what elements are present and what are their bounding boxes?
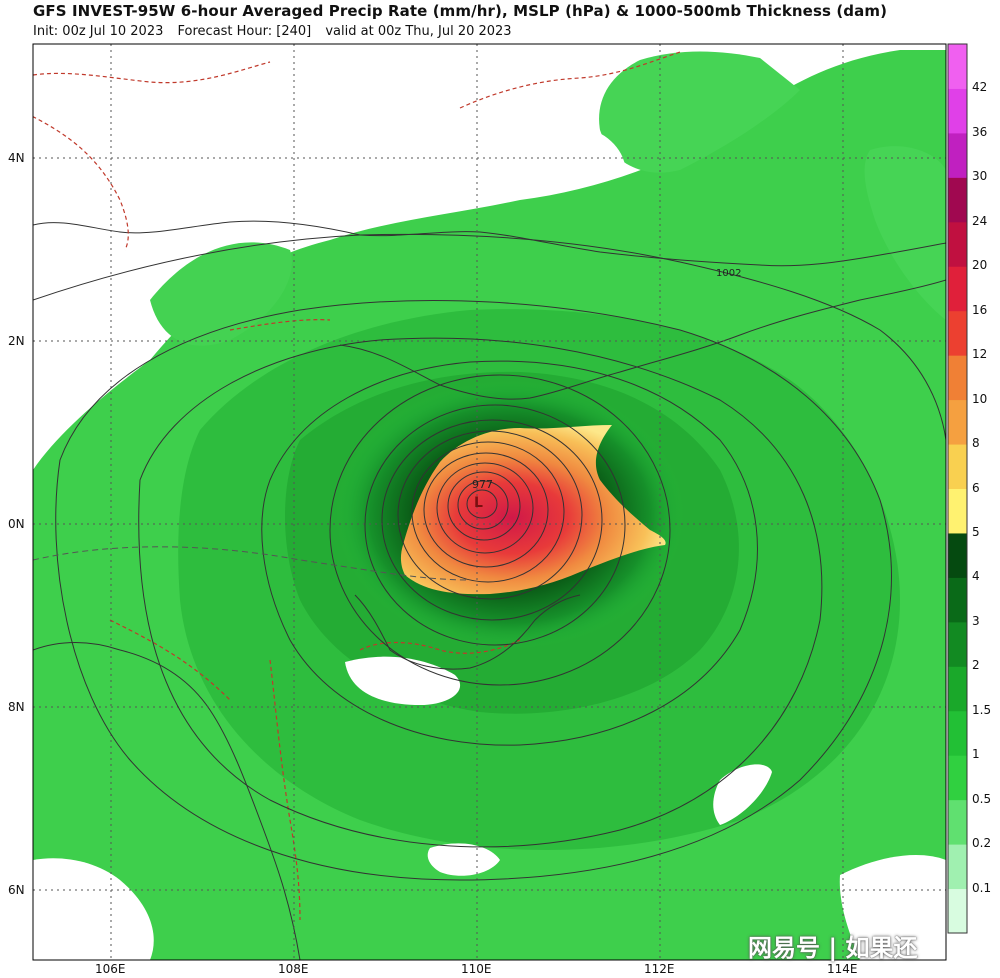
precip-band-west	[150, 242, 292, 346]
lon-label: 108E	[278, 962, 309, 976]
graticule	[33, 44, 946, 960]
dry-patch-1	[345, 656, 461, 705]
border-dashed-5	[459, 51, 681, 109]
colorbar-segment	[948, 132, 967, 178]
colorbar-segment	[948, 221, 967, 267]
coastline-north	[33, 220, 946, 267]
colorbar-tick-label: 1.5	[972, 702, 992, 717]
colorbar-segment	[948, 355, 967, 401]
colorbar-tick-label: 42	[972, 80, 988, 95]
colorbar-segment	[948, 88, 967, 134]
colorbar-segment	[948, 266, 967, 312]
colorbar-segment	[948, 532, 967, 578]
border-dashed-4	[359, 639, 521, 654]
colorbar-tick-label: 0.2	[972, 836, 992, 851]
border-dashed-1	[33, 61, 271, 84]
isobar-label-1002: 1002	[716, 268, 741, 279]
precip-shield-north	[599, 51, 800, 173]
colorbar-tick-label: 6	[972, 480, 980, 495]
colorbar	[947, 43, 968, 934]
dry-patch-2	[713, 764, 772, 825]
dry-patch-3	[553, 127, 625, 184]
colorbar-tick-label: 16	[972, 302, 988, 317]
border-dashed-6	[109, 619, 231, 701]
colorbar-segment	[948, 710, 967, 756]
lon-label: 114E	[827, 962, 858, 976]
lat-label: 8N	[8, 700, 25, 714]
low-pressure-value: 977	[472, 478, 493, 491]
dry-patch-6	[427, 843, 500, 876]
colorbar-segment	[948, 621, 967, 667]
colorbar-segment	[948, 444, 967, 489]
lon-label: 110E	[461, 962, 492, 976]
lat-label: 0N	[8, 517, 25, 531]
isobars	[33, 233, 946, 881]
colorbar-tick-label: 24	[972, 213, 988, 228]
watermark: 网易号 | 如果还	[748, 934, 918, 962]
colorbar-segment	[948, 666, 967, 712]
colorbar-tick-label: 20	[972, 258, 988, 273]
colorbar-tick-label: 2	[972, 658, 980, 673]
colorbar-segment	[948, 310, 967, 356]
colorbar-segment	[948, 888, 967, 934]
colorbar-segment	[948, 755, 967, 801]
colorbar-segment	[948, 799, 967, 845]
chart-title: GFS INVEST-95W 6-hour Averaged Precip Ra…	[33, 2, 888, 20]
colorbar-segment	[948, 177, 967, 223]
lon-label: 106E	[95, 962, 126, 976]
valid-time: valid at 00z Thu, Jul 20 2023	[325, 24, 512, 39]
colorbar-segment	[948, 399, 967, 445]
precip-band-northeast	[864, 146, 946, 320]
colorbar-tick-label: 3	[972, 613, 980, 628]
coastline-south	[354, 594, 581, 670]
colorbar-tick-label: 12	[972, 347, 988, 362]
lat-label: 2N	[8, 334, 25, 348]
forecast-hour: Forecast Hour: [240]	[177, 24, 312, 39]
colorbar-tick-label: 0.5	[972, 791, 992, 806]
border-dashed-7	[269, 659, 301, 921]
colorbar-segment	[948, 577, 967, 623]
coastline-west	[33, 642, 301, 960]
colorbar-tick-label: 8	[972, 436, 980, 451]
colorbar-tick-label: 1	[972, 747, 980, 762]
colorbar-segment	[948, 44, 967, 89]
colorbar-frame	[947, 43, 968, 934]
low-center-symbol: L	[474, 495, 483, 511]
dry-patch-4	[839, 855, 946, 960]
colorbar-segment	[948, 844, 967, 890]
colorbar-tick-label: 5	[972, 524, 980, 539]
lon-label: 112E	[644, 962, 675, 976]
thickness-line-1	[33, 546, 471, 581]
map-frame	[32, 43, 947, 961]
colorbar-tick-label: 10	[972, 391, 988, 406]
dry-patch-5	[33, 858, 154, 960]
colorbar-tick-label: 36	[972, 124, 988, 139]
colorbar-tick-label: 30	[972, 169, 988, 184]
colorbar-tick-label: 0.1	[972, 880, 992, 895]
lat-label: 4N	[8, 151, 25, 165]
init-time: Init: 00z Jul 10 2023	[33, 24, 164, 39]
colorbar-tick-label: 4	[972, 569, 980, 584]
lat-label: 6N	[8, 883, 25, 897]
border-dashed-3	[229, 319, 331, 331]
chart-subtitle: Init: 00z Jul 10 2023 Forecast Hour: [24…	[33, 24, 522, 39]
colorbar-segment	[948, 488, 967, 534]
